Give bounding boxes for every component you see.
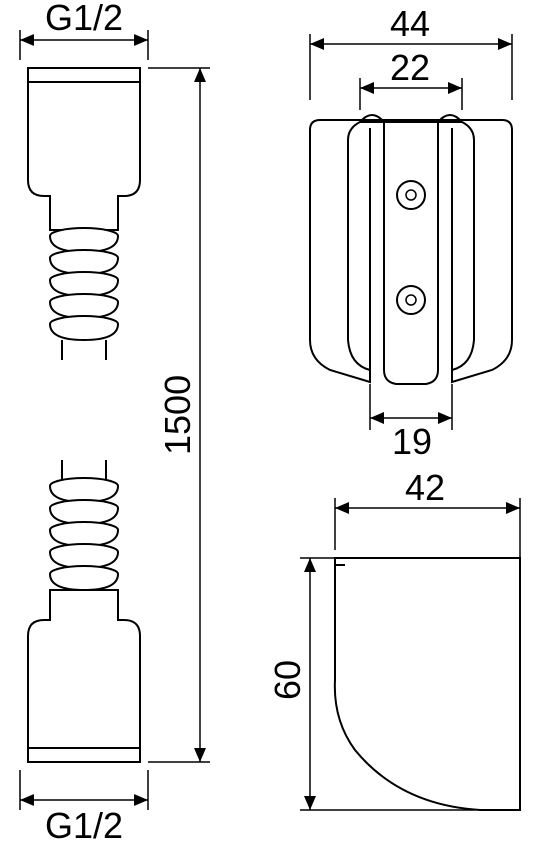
- hose-top-coil: [50, 228, 118, 360]
- hose-bottom-dim: G1/2: [20, 770, 148, 846]
- bracket-front-width-outer-label: 44: [390, 3, 430, 44]
- bracket-front-width-inner-bottom-label: 19: [392, 421, 432, 462]
- hose-top-connector-label: G1/2: [45, 0, 123, 38]
- hose-bottom-connector: [28, 590, 140, 762]
- hose-top-dim: G1/2: [20, 0, 148, 60]
- hose-bottom-connector-label: G1/2: [45, 805, 123, 846]
- hose-bottom-coil: [50, 460, 118, 590]
- technical-drawing: G1/2: [0, 0, 546, 851]
- hose-top-connector: [28, 68, 140, 230]
- bracket-side-height-label: 60: [267, 660, 308, 700]
- hose-length-dim: 1500: [148, 68, 210, 762]
- bracket-front-view: 44 22 19: [310, 3, 512, 462]
- hose-length-label: 1500: [157, 375, 198, 455]
- bracket-front-width-inner-top-label: 22: [390, 47, 430, 88]
- bracket-side-width-label: 42: [405, 467, 445, 508]
- bracket-side-view: 42 60: [267, 467, 520, 810]
